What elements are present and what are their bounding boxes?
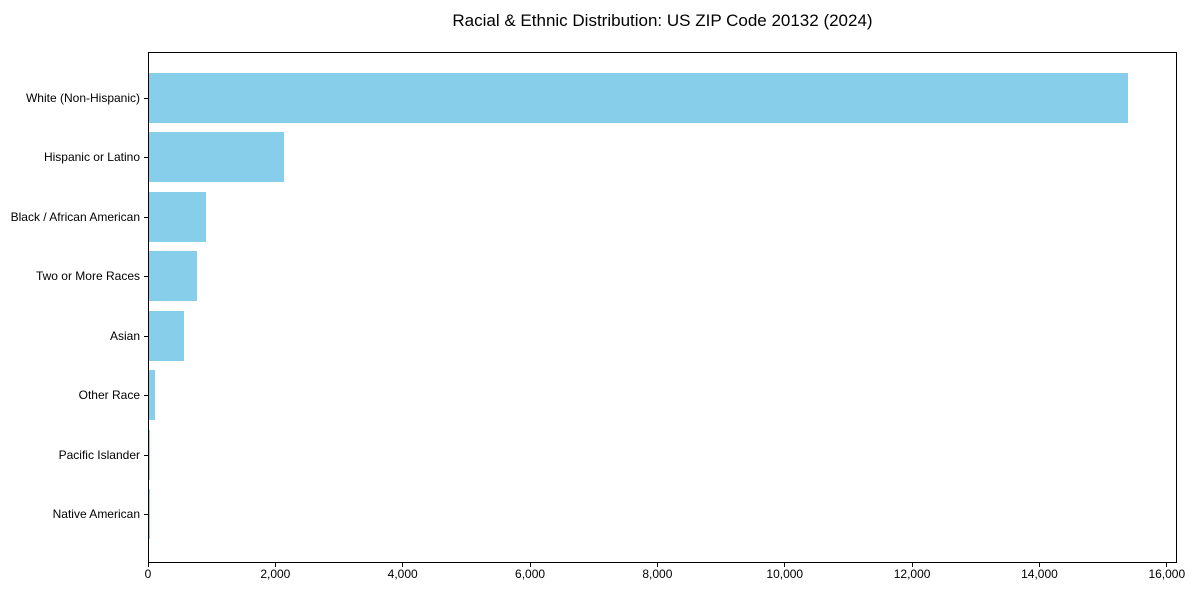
- bar: [149, 429, 150, 480]
- x-tick-mark: [911, 563, 913, 567]
- y-tick-label: Two or More Races: [35, 269, 140, 284]
- y-tick-label: Native American: [52, 507, 140, 522]
- x-tick-label: 16,000: [1148, 567, 1186, 581]
- y-tick-mark: [144, 514, 148, 516]
- x-tick-label: 0: [144, 567, 152, 581]
- y-tick-mark: [144, 157, 148, 159]
- y-tick-mark: [144, 216, 148, 218]
- bar: [149, 310, 184, 361]
- y-tick-mark: [144, 276, 148, 278]
- x-tick-label: 14,000: [1021, 567, 1058, 581]
- x-tick-label: 2,000: [260, 567, 291, 581]
- chart-title: Racial & Ethnic Distribution: US ZIP Cod…: [452, 11, 873, 30]
- y-tick-label: White (Non-Hispanic): [25, 90, 140, 105]
- y-tick-label: Hispanic or Latino: [43, 150, 140, 165]
- bar: [149, 251, 197, 302]
- x-tick-label: 12,000: [893, 567, 931, 581]
- y-tick-mark: [144, 335, 148, 337]
- y-tick-mark: [144, 97, 148, 99]
- x-tick-mark: [529, 563, 531, 567]
- y-tick-label: Pacific Islander: [58, 447, 140, 462]
- y-tick-label: Asian: [109, 328, 140, 343]
- bar: [149, 191, 206, 242]
- y-tick-label: Other Race: [78, 388, 140, 403]
- bar: [149, 72, 1128, 123]
- x-tick-mark: [402, 563, 404, 567]
- y-tick-label: Black / African American: [10, 209, 140, 224]
- x-tick-label: 4,000: [387, 567, 418, 581]
- bar: [149, 370, 156, 421]
- x-tick-mark: [784, 563, 786, 567]
- x-tick-mark: [274, 563, 276, 567]
- plot-area: [148, 52, 1177, 563]
- bar: [149, 132, 284, 183]
- x-tick-label: 10,000: [766, 567, 804, 581]
- y-tick-mark: [144, 395, 148, 397]
- x-tick-mark: [1166, 563, 1168, 567]
- x-tick-mark: [147, 563, 149, 567]
- x-tick-label: 6,000: [515, 567, 546, 581]
- y-tick-mark: [144, 454, 148, 456]
- x-tick-mark: [1038, 563, 1040, 567]
- x-tick-label: 8,000: [642, 567, 673, 581]
- x-tick-mark: [656, 563, 658, 567]
